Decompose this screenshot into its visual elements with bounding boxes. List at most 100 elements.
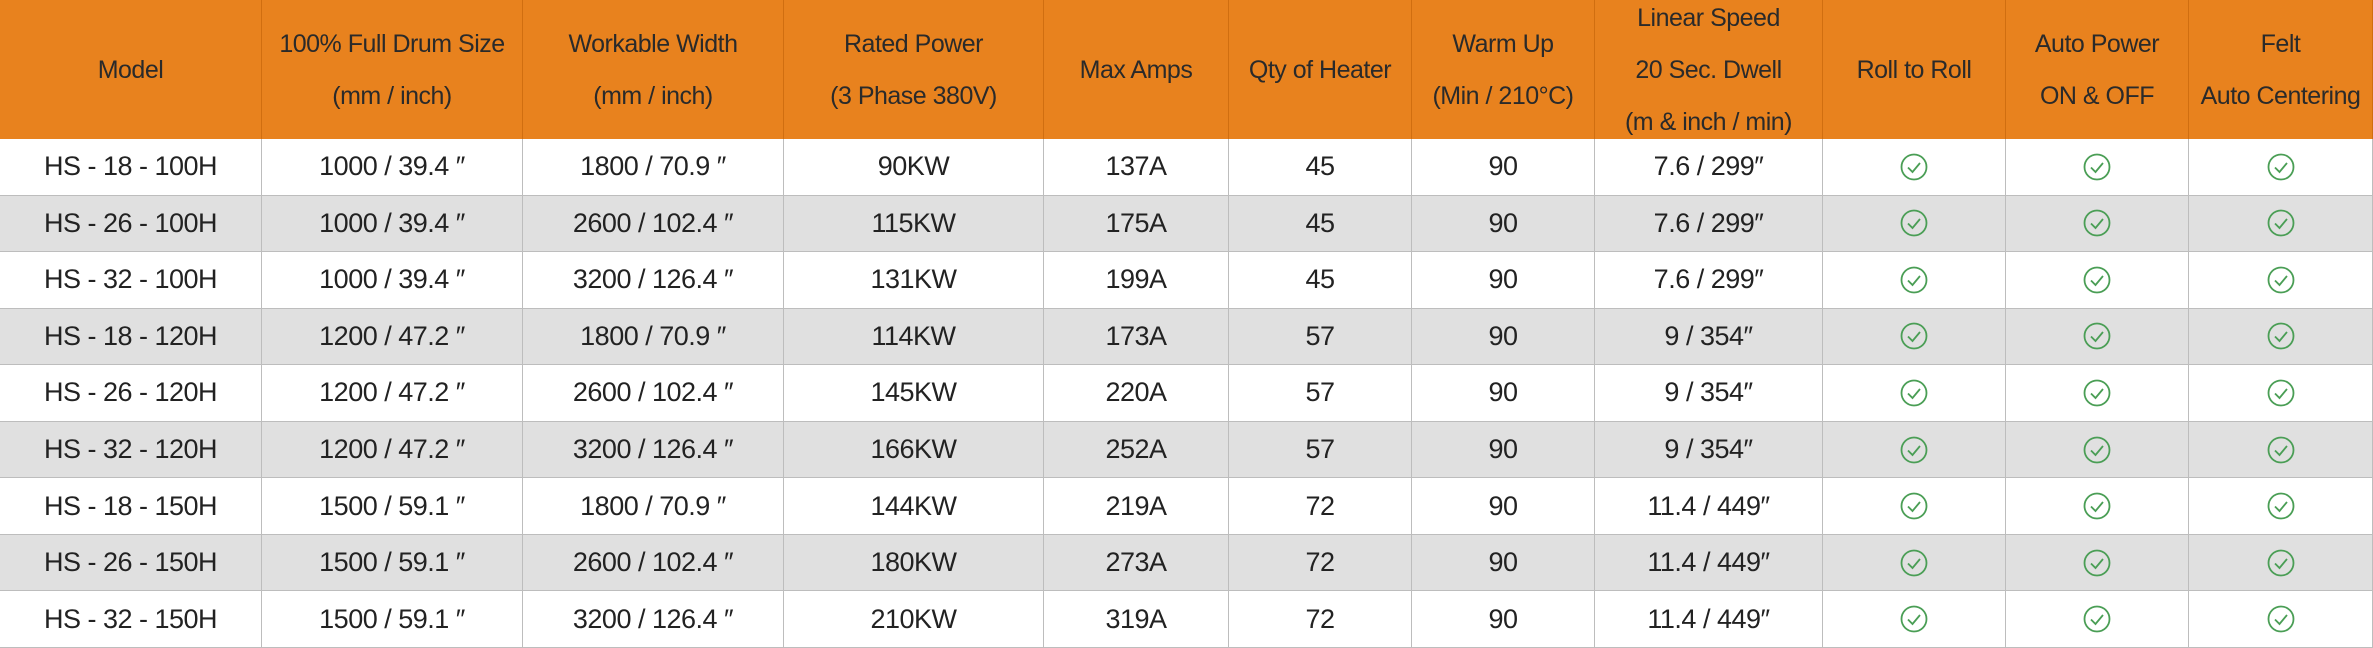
check-icon <box>2083 266 2111 294</box>
table-cell: 1800 / 70.9 ″ <box>523 308 784 366</box>
header-cell: Workable Width (mm / inch) <box>523 0 784 139</box>
check-cell <box>2189 534 2373 592</box>
table-cell: 45 <box>1229 195 1412 253</box>
header-cell: Felt Auto Centering <box>2189 0 2373 139</box>
table-cell: 1800 / 70.9 ″ <box>523 478 784 535</box>
table-cell: 199A <box>1044 252 1229 309</box>
table-cell: 131KW <box>784 252 1044 309</box>
check-cell <box>2006 252 2189 309</box>
header-text: (3 Phase 380V) <box>830 81 997 110</box>
header-cell: Qty of Heater <box>1229 0 1412 139</box>
check-cell <box>2006 421 2189 479</box>
table-cell: 72 <box>1229 534 1412 592</box>
table-cell: 90 <box>1412 534 1595 592</box>
table-cell: 210KW <box>784 591 1044 648</box>
check-cell <box>2189 252 2373 309</box>
table-cell: 1200 / 47.2 ″ <box>262 421 523 479</box>
table-cell: 45 <box>1229 252 1412 309</box>
header-text: Max Amps <box>1079 55 1193 84</box>
check-cell <box>2189 308 2373 366</box>
table-cell: 220A <box>1044 365 1229 422</box>
table-cell: 11.4 / 449″ <box>1595 534 1823 592</box>
table-cell: 57 <box>1229 365 1412 422</box>
check-icon <box>1900 209 1928 237</box>
table-cell: 175A <box>1044 195 1229 253</box>
table-cell: 252A <box>1044 421 1229 479</box>
check-icon <box>1900 549 1928 577</box>
header-cell: Max Amps <box>1044 0 1229 139</box>
header-cell: Linear Speed 20 Sec. Dwell (m & inch / min… <box>1595 0 1823 139</box>
header-text: (Min / 210°C) <box>1432 81 1574 110</box>
check-icon <box>2267 323 2294 350</box>
check-icon <box>2267 549 2294 577</box>
table-cell: HS - 32 - 150H <box>0 591 262 648</box>
check-cell <box>2189 139 2373 196</box>
table-cell: 72 <box>1229 591 1412 648</box>
header-text: Roll to Roll <box>1856 55 1972 84</box>
table-cell: HS - 18 - 150H <box>0 478 262 535</box>
check-icon <box>2083 605 2111 633</box>
check-icon <box>2083 379 2111 407</box>
table-cell: 9 / 354″ <box>1595 308 1823 366</box>
table-cell: 1000 / 39.4 ″ <box>262 139 523 196</box>
check-icon <box>1900 605 1928 633</box>
header-cell: Rated Power (3 Phase 380V) <box>784 0 1044 139</box>
table-cell: 137A <box>1044 139 1229 196</box>
table-cell: 1500 / 59.1 ″ <box>262 534 523 592</box>
header-cell: 100% Full Drum Size (mm / inch) <box>262 0 523 139</box>
check-cell <box>2006 365 2189 422</box>
table-cell: HS - 32 - 120H <box>0 421 262 479</box>
table-cell: 1000 / 39.4 ″ <box>262 252 523 309</box>
check-cell <box>2189 365 2373 422</box>
table-cell: 2600 / 102.4 ″ <box>523 195 784 253</box>
table-cell: 173A <box>1044 308 1229 366</box>
table-cell: 219A <box>1044 478 1229 535</box>
header-text: Auto Centering <box>2200 81 2361 110</box>
table-cell: 1500 / 59.1 ″ <box>262 591 523 648</box>
check-icon <box>1900 266 1928 294</box>
table-cell: 90 <box>1412 591 1595 648</box>
table-cell: 166KW <box>784 421 1044 479</box>
check-cell <box>1823 252 2006 309</box>
table-cell: 45 <box>1229 139 1412 196</box>
table-cell: 57 <box>1229 421 1412 479</box>
check-icon <box>2267 379 2294 407</box>
check-icon <box>1900 436 1928 463</box>
table-cell: 3200 / 126.4 ″ <box>523 421 784 479</box>
check-cell <box>2189 591 2373 648</box>
check-icon <box>1900 492 1928 520</box>
check-icon <box>2083 153 2111 181</box>
table-cell: 3200 / 126.4 ″ <box>523 252 784 309</box>
table-cell: 1800 / 70.9 ″ <box>523 139 784 196</box>
table-cell: 1000 / 39.4 ″ <box>262 195 523 253</box>
table-cell: 90 <box>1412 252 1595 309</box>
check-cell <box>2006 591 2189 648</box>
header-cell: Roll to Roll <box>1823 0 2006 139</box>
table-cell: 11.4 / 449″ <box>1595 478 1823 535</box>
header-cell: Model <box>0 0 262 139</box>
header-text: Workable Width <box>568 29 739 58</box>
header-text: ON & OFF <box>2039 81 2155 110</box>
header-text: 20 Sec. Dwell <box>1635 55 1782 84</box>
check-icon <box>2267 436 2294 463</box>
table-cell: 115KW <box>784 195 1044 253</box>
table-cell: 72 <box>1229 478 1412 535</box>
table-cell: 90 <box>1412 195 1595 253</box>
check-icon <box>2267 266 2294 294</box>
check-icon <box>1900 379 1928 407</box>
check-cell <box>1823 534 2006 592</box>
table-cell: 1500 / 59.1 ″ <box>262 478 523 535</box>
check-icon <box>2267 153 2294 181</box>
check-cell <box>2189 195 2373 253</box>
table-cell: 9 / 354″ <box>1595 365 1823 422</box>
check-cell <box>1823 365 2006 422</box>
table-cell: 90 <box>1412 365 1595 422</box>
header-text: Rated Power <box>843 29 984 58</box>
table-cell: 114KW <box>784 308 1044 366</box>
check-cell <box>1823 478 2006 535</box>
header-text: (mm / inch) <box>593 81 713 110</box>
check-icon <box>2267 605 2294 633</box>
header-text: 100% Full Drum Size <box>279 29 505 58</box>
table-cell: 90 <box>1412 478 1595 535</box>
